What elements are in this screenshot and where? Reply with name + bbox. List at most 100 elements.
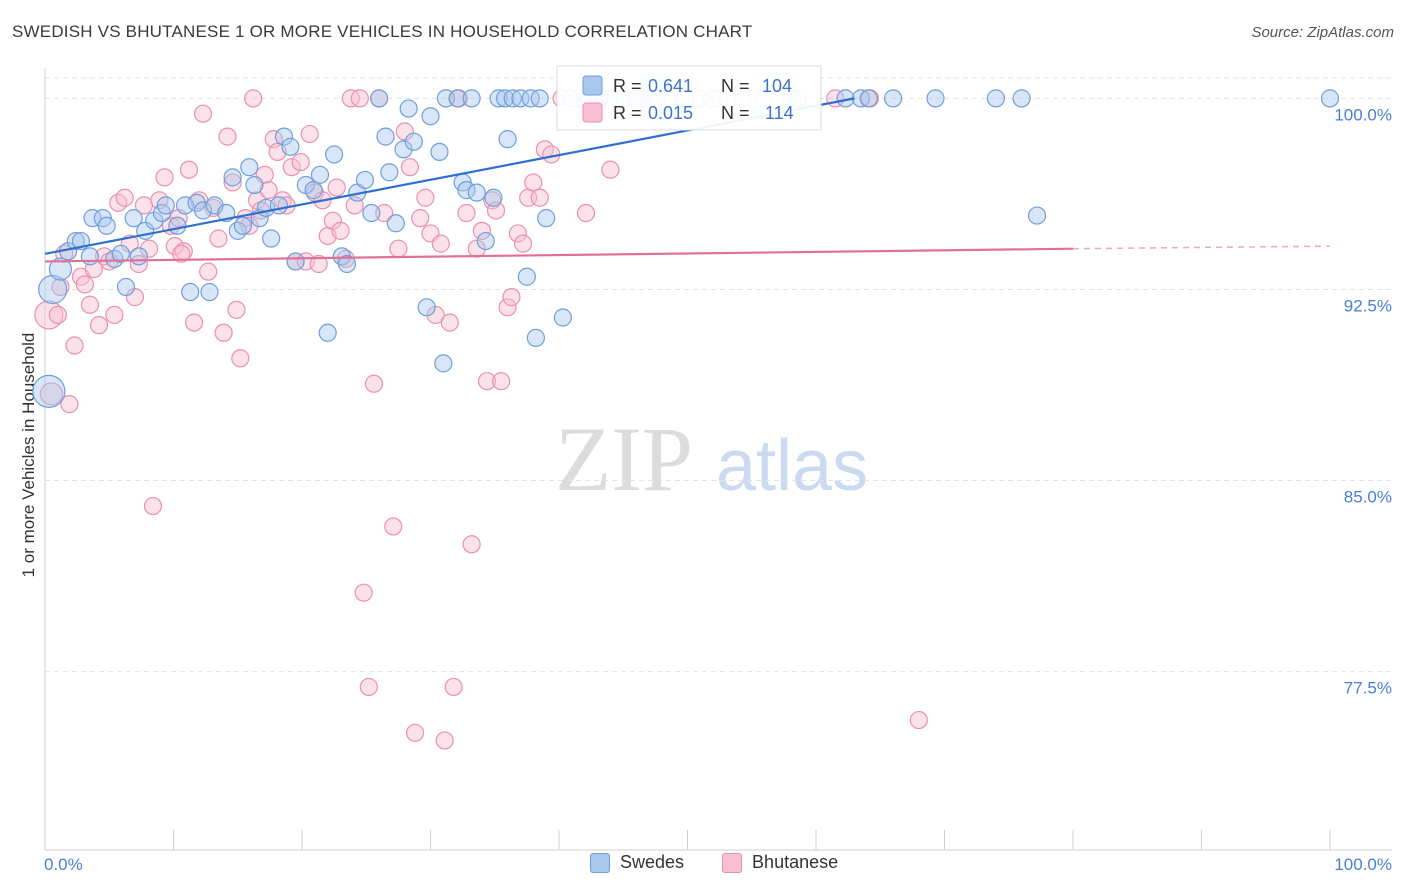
bhutanese-point (375, 203, 394, 223)
bhutanese-point (359, 677, 378, 697)
bhutanese-point (457, 203, 476, 223)
swedes-point (926, 89, 945, 108)
legend-label-bhutanese: Bhutanese (752, 852, 839, 872)
swedes-point (156, 196, 175, 215)
bhutanese-point (327, 178, 346, 197)
bhutanese-point (143, 496, 163, 516)
bhutanese-point (498, 298, 517, 317)
x-tick-labels: 0.0% 100.0% (44, 855, 1392, 874)
bhutanese-point (462, 535, 481, 554)
swedes-point (262, 229, 281, 248)
stats-r-label-swedes: R = (613, 76, 642, 96)
bhutanese-point (909, 710, 928, 730)
swedes-point (430, 142, 449, 161)
swedes-point (399, 99, 418, 118)
bhutanese-point (214, 323, 233, 342)
swedes-point (66, 231, 85, 251)
swedes-point (32, 374, 66, 408)
bhutanese-point (199, 262, 218, 281)
swedes-point (495, 89, 515, 108)
swedes-point (986, 89, 1006, 108)
bhutanese-point (39, 382, 64, 406)
bhutanese-point (530, 188, 549, 207)
bhutanese-point (576, 203, 596, 223)
stats-swatch-swedes (582, 75, 603, 96)
y-tick-label: 77.5% (1344, 679, 1392, 698)
swedes-point (489, 89, 508, 108)
series-swedes-points (32, 89, 1340, 408)
bhutanese-point (231, 349, 250, 368)
swedes-point (223, 168, 242, 187)
swedes-point (83, 209, 102, 228)
bhutanese-point (155, 168, 174, 187)
bhutanese-point (502, 288, 521, 307)
bhutanese-point (218, 127, 237, 146)
legend-item-bhutanese: Bhutanese (722, 852, 838, 873)
bhutanese-point (395, 122, 414, 141)
axes (44, 68, 1392, 851)
watermark-zip: ZIP (555, 408, 693, 510)
bhutanese-point (282, 158, 301, 177)
swedes-point (193, 201, 213, 220)
swedes-point (240, 158, 259, 177)
swedes-point (417, 298, 436, 317)
bhutanese-point (444, 677, 463, 697)
swedes-point (386, 214, 405, 233)
swedes-point (362, 203, 381, 223)
bhutanese-point (416, 188, 435, 207)
swedes-point (883, 89, 903, 108)
swedes-point (337, 254, 357, 274)
bhutanese-point (80, 295, 100, 314)
bhutanese-point (48, 305, 67, 325)
swedes-point (511, 89, 530, 108)
chart-title: SWEDISH VS BHUTANESE 1 OR MORE VEHICLES … (12, 22, 753, 41)
swedes-point (38, 274, 68, 305)
y-tick-label: 100.0% (1334, 105, 1392, 124)
bhutanese-point (209, 229, 228, 248)
swedes-point (325, 145, 344, 164)
bhutanese-point (105, 305, 124, 325)
stats-r-value-bhutanese: 0.015 (648, 103, 693, 123)
series-legend: Swedes Bhutanese (590, 852, 876, 873)
swedes-point (274, 127, 294, 146)
swedes-point (1027, 206, 1047, 225)
swedes-point (245, 175, 264, 195)
bhutanese-point (291, 152, 310, 172)
bhutanese-point (184, 313, 204, 332)
bhutanese-point (492, 372, 511, 391)
bhutanese-point (477, 372, 497, 391)
bhutanese-point (513, 234, 533, 253)
swedes-point (116, 277, 136, 297)
bhutanese-point (65, 336, 84, 355)
bhutanese-point (331, 221, 350, 240)
stats-r-value-swedes: 0.641 (648, 76, 693, 96)
bhutanese-point (309, 254, 328, 274)
bhutanese-point (601, 160, 620, 179)
bhutanese-point (125, 288, 145, 307)
bhutanese-point (60, 395, 79, 414)
swedes-point (310, 165, 330, 184)
bhutanese-point (244, 89, 263, 108)
bhutanese-point (435, 731, 454, 750)
stats-swatch-bhutanese (582, 102, 603, 123)
swedes-point (168, 216, 187, 235)
swedes-point (304, 181, 323, 200)
bhutanese-point (411, 209, 430, 228)
bhutanese-point (364, 374, 384, 393)
y-tick-labels: 100.0% 92.5% 85.0% 77.5% (1334, 105, 1392, 697)
swedes-point (503, 89, 522, 108)
trend-line-bhutanese-extension (1072, 245, 1331, 250)
swedes-point (124, 209, 143, 228)
bhutanese-point (323, 211, 342, 230)
bhutanese-point (75, 275, 94, 294)
swedes-point (281, 137, 300, 156)
bhutanese-point (384, 517, 403, 536)
x-tick-label: 100.0% (1334, 855, 1392, 874)
bhutanese-point (179, 160, 199, 179)
swedes-point (111, 244, 130, 263)
stats-legend: R = 0.641 N = 104 R = 0.015 N = 114 (556, 65, 822, 131)
watermark-atlas: atlas (716, 426, 868, 506)
bhutanese-point (89, 316, 109, 335)
swedes-point (530, 89, 549, 108)
swedes-point (498, 130, 517, 149)
